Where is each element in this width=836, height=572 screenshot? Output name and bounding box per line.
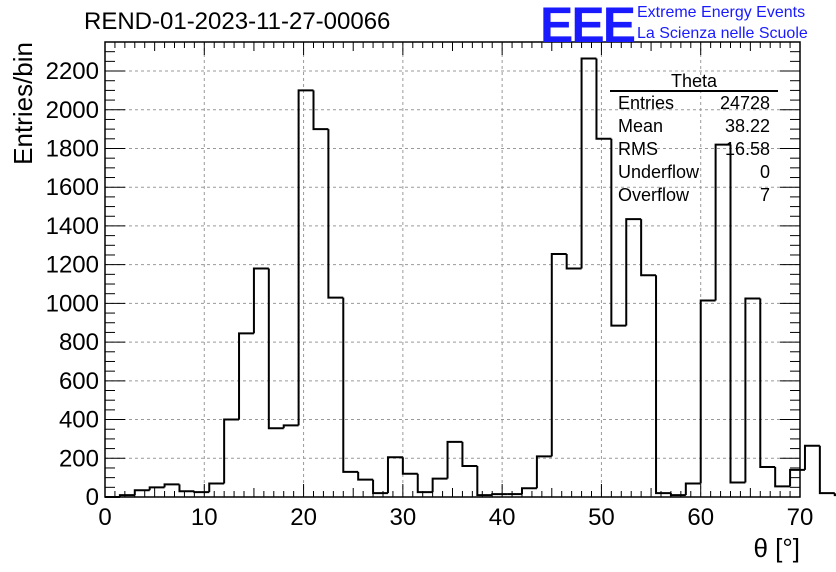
- histogram-bin: [759, 298, 776, 468]
- histogram-bin: [774, 466, 791, 488]
- histogram-bin: [372, 479, 388, 495]
- histogram-bin: [401, 457, 418, 475]
- stats-row-overflow: Overflow 7: [610, 184, 778, 207]
- stats-value: 7: [759, 185, 770, 205]
- histogram-bin: [521, 487, 537, 495]
- x-tick-label: 0: [98, 504, 111, 531]
- histogram-bin: [669, 493, 686, 497]
- histogram-bin: [342, 297, 359, 473]
- histogram-bin: [327, 129, 344, 299]
- stats-label: Underflow: [618, 162, 700, 182]
- y-tick-label: 1000: [46, 290, 99, 317]
- stats-row-rms: RMS 16.58: [610, 138, 778, 161]
- histogram-bin: [610, 138, 627, 327]
- histogram-bin: [282, 424, 299, 429]
- x-axis-label: θ [°]: [753, 533, 800, 563]
- stats-label: RMS: [618, 139, 658, 159]
- histogram-bin: [803, 444, 820, 470]
- y-tick-label: 800: [59, 329, 99, 356]
- y-tick-label: 0: [86, 484, 99, 511]
- histogram-bin: [550, 253, 567, 457]
- histogram-bin: [193, 491, 210, 494]
- y-tick-label: 400: [59, 407, 99, 434]
- logo-mark: EEE: [540, 0, 636, 53]
- histogram-bin: [565, 254, 582, 270]
- histogram-bin: [655, 275, 671, 495]
- histogram-bin: [491, 493, 508, 496]
- chart-title: REND-01-2023-11-27-00066: [84, 8, 391, 35]
- y-tick-label: 1200: [46, 252, 99, 279]
- x-tick-label: 40: [489, 504, 516, 531]
- histogram-bin: [476, 466, 493, 497]
- eee-logo: EEE Extreme Energy Events La Scienza nel…: [540, 0, 836, 53]
- x-tick-label: 60: [687, 504, 714, 531]
- histogram-bin: [223, 418, 240, 484]
- x-tick-label: 70: [787, 504, 814, 531]
- histogram-bin: [684, 482, 701, 496]
- histogram-bin: [535, 455, 552, 489]
- y-axis-label: Entries/bin: [8, 42, 38, 165]
- histogram-bin: [595, 58, 612, 140]
- stats-value: 0: [759, 162, 770, 182]
- histogram-bin: [357, 471, 374, 481]
- stats-value: 16.58: [724, 139, 770, 159]
- histogram-bin: [312, 90, 329, 131]
- histogram-bin: [625, 218, 642, 326]
- histogram-bin: [729, 144, 746, 484]
- histogram-bin: [744, 297, 761, 483]
- histogram-bin: [416, 473, 433, 494]
- stats-row-entries: Entries 24728: [610, 92, 778, 115]
- y-tick-label: 600: [59, 368, 99, 395]
- stats-label: Overflow: [618, 185, 690, 205]
- y-tick-label: 1400: [46, 213, 99, 240]
- y-tick-label: 2000: [46, 97, 99, 124]
- stats-row-underflow: Underflow 0: [610, 161, 778, 184]
- x-tick-label: 50: [588, 504, 615, 531]
- histogram-bin: [148, 486, 165, 491]
- stats-title: Theta: [610, 70, 778, 92]
- histogram-bin: [386, 456, 403, 494]
- histogram-bin: [640, 219, 657, 277]
- histogram-bin: [431, 477, 448, 493]
- x-tick-label: 10: [191, 504, 218, 531]
- histogram-bin: [133, 489, 150, 496]
- stats-row-mean: Mean 38.22: [610, 115, 778, 138]
- stats-label: Entries: [618, 93, 675, 113]
- histogram-bin: [267, 268, 284, 430]
- histogram-bin: [238, 332, 254, 420]
- histogram-bin: [699, 299, 716, 484]
- stats-box: Theta Entries 24728 Mean 38.22 RMS 16.58…: [610, 70, 778, 207]
- histogram-bin: [297, 89, 314, 426]
- stats-label: Mean: [618, 116, 664, 136]
- histogram-bin: [163, 483, 180, 488]
- histogram-bin: [178, 484, 195, 493]
- stats-value: 38.22: [724, 116, 770, 136]
- logo-line-1: Extreme Energy Events: [637, 4, 806, 21]
- logo-line-2: La Scienza nelle Scuole: [637, 25, 808, 42]
- histogram-bin: [208, 482, 225, 493]
- histogram-bin: [714, 143, 731, 301]
- histogram-bin: [446, 440, 463, 479]
- histogram-bin: [818, 445, 835, 495]
- stats-value: 24728: [719, 93, 770, 113]
- histogram-bin: [252, 267, 269, 334]
- y-tick-label: 1800: [46, 135, 99, 162]
- histogram-bin: [580, 57, 597, 269]
- x-tick-label: 20: [290, 504, 317, 531]
- y-tick-label: 2200: [46, 58, 99, 85]
- y-tick-label: 200: [59, 445, 99, 472]
- histogram-bin: [833, 493, 836, 497]
- y-tick-label: 1600: [46, 174, 99, 201]
- histogram-bin: [461, 441, 478, 468]
- x-tick-label: 30: [390, 504, 417, 531]
